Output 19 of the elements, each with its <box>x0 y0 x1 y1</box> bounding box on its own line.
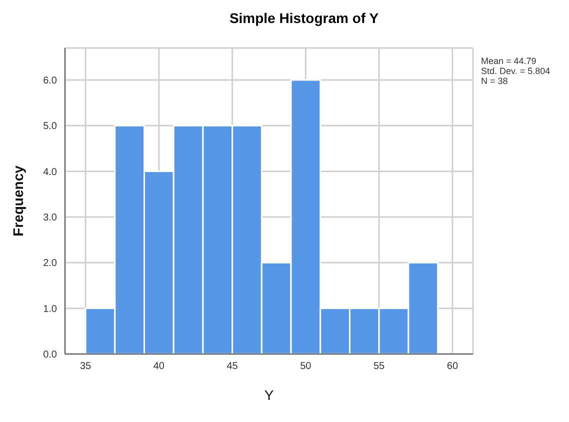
text: Mean = 44.79 <box>481 56 538 66</box>
y-tick-label: 0.0 <box>43 350 58 361</box>
text: N = 38 <box>481 76 509 86</box>
y-axis-title: Frequency <box>10 165 26 236</box>
x-tick-label: 35 <box>80 361 92 372</box>
y-tick-label: 5.0 <box>43 121 58 132</box>
y-tick-label: 4.0 <box>43 166 58 178</box>
x-tick-label: 60 <box>446 361 458 372</box>
x-axis-title: Y <box>264 387 274 403</box>
text: Std. Dev. = 5.804 <box>481 66 550 76</box>
y-tick-label: 1.0 <box>43 304 58 315</box>
x-tick-label: 45 <box>226 361 238 372</box>
y-tick-label: 2.0 <box>43 258 58 270</box>
chart-title: Simple Histogram of Y <box>228 10 380 26</box>
x-tick-label: 50 <box>300 361 312 372</box>
x-tick-label: 40 <box>153 361 165 372</box>
x-tick-label: 55 <box>374 361 386 372</box>
y-tick-label: 3.0 <box>43 212 58 224</box>
y-tick-label: 6.0 <box>43 76 58 87</box>
